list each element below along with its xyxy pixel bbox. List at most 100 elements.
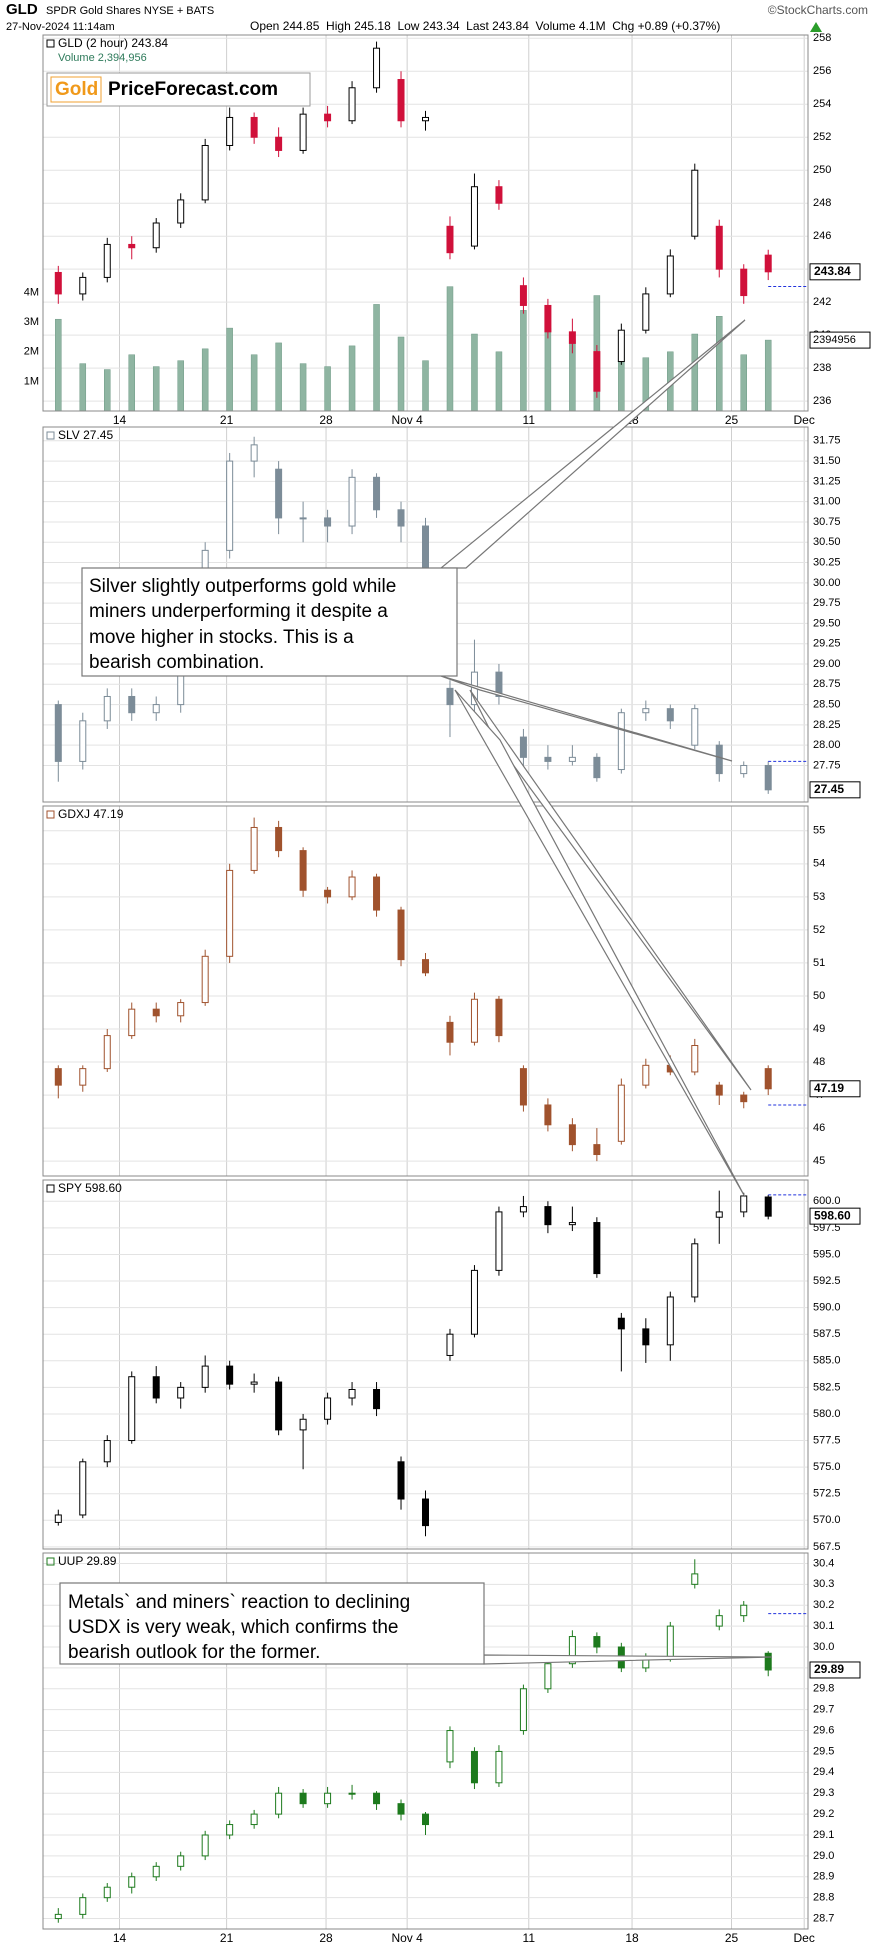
y-tick-label: 27.75 [813,759,841,771]
candle-body [201,1365,209,1388]
candle-body [177,1386,185,1399]
candle-body [324,889,332,898]
candle-body [275,468,283,519]
candle-body [250,1381,258,1385]
candle-body [617,1317,625,1330]
candle-body [593,1636,601,1648]
candle-body [544,756,552,762]
candle-body [250,444,258,462]
callout-text: miners underperforming it despite a [89,601,388,622]
candle-body [666,708,674,722]
last-value: 47.19 [814,1081,844,1095]
candle-body [250,1813,258,1826]
y-tick-label: 31.50 [813,455,841,467]
candle-body [740,1604,748,1617]
y-tick-label: 29.50 [813,617,841,629]
candle-body [544,1663,552,1690]
candle-body [422,1498,429,1527]
y-tick-label: 29.1 [813,1829,834,1841]
candle-body [152,704,160,714]
volume-bar [495,351,503,412]
y-tick-label: 31.25 [813,475,841,487]
volume-tick-label: 3M [24,316,39,328]
candle-body [446,225,454,254]
y-tick-label: 31.00 [813,496,841,508]
callout-text: Silver slightly outperforms gold while [89,576,396,597]
callout-pointer [440,675,733,762]
candle-body [544,304,552,333]
volume-bar [422,360,429,412]
y-tick-label: 30.00 [813,577,841,589]
candle-body [519,1206,527,1213]
legend: GDXJ 47.19 [58,807,124,821]
last-value: 598.60 [814,1208,851,1222]
y-tick-label: 236 [813,395,831,407]
legend-icon [46,1184,55,1193]
candle-body [128,243,136,249]
candle-body [373,1388,381,1410]
y-tick-label: 258 [813,32,831,44]
y-tick-label: 592.5 [813,1275,841,1287]
y-tick-label: 29.00 [813,658,841,670]
candle-body [764,1652,772,1671]
candle-body [250,826,258,871]
candle-body [642,293,650,331]
y-tick-label: 28.7 [813,1912,834,1924]
candle-body [373,476,381,511]
candle-body [446,687,454,706]
y-tick-label: 30.1 [813,1620,834,1632]
legend-icon [46,39,55,48]
legend-icon [46,431,55,440]
candle-body [495,1211,503,1271]
candle-body [422,116,429,122]
y-tick-label: 597.5 [813,1222,841,1234]
y-tick-label: 30.75 [813,516,841,528]
volume-bar [152,366,160,412]
panel-frame [42,426,809,803]
x-tick-label: 28 [319,413,333,427]
candle-body [348,1792,356,1795]
volume-bar [397,336,405,412]
y-tick-label: 595.0 [813,1248,841,1260]
candle-body [299,517,307,520]
candle-body [226,460,234,551]
y-tick-label: 29.2 [813,1808,834,1820]
candle-body [348,1388,356,1399]
callout-text: Metals` and miners` reaction to declinin… [68,1592,410,1613]
candle-body [226,1824,234,1836]
volume-bar [275,342,282,412]
volume-last-box [809,331,871,349]
x-tick-label: 25 [725,1931,739,1945]
candle-body [568,1636,576,1665]
y-tick-label: 242 [813,296,831,308]
candle-body [103,695,111,722]
candle-body [201,955,209,1004]
volume-bar [740,354,747,412]
candle-body [397,79,405,122]
candle-body [397,509,405,527]
date: 27-Nov-2024 11:14am [6,21,115,33]
x-tick-label: Dec [794,1931,815,1945]
candle-body [593,756,601,779]
x-tick-label: Nov 4 [391,1931,423,1945]
volume-legend: Volume 2,394,956 [58,52,147,64]
callout-pointer [454,689,746,1198]
last-value-box [809,1207,861,1225]
candle-body [103,1035,111,1070]
volume-bar [226,327,233,412]
candle-body [691,1243,699,1298]
legend: UUP 29.89 [58,1554,117,1568]
candle-body [617,329,625,363]
candle-body [348,87,356,122]
candle-body [226,1365,234,1385]
y-tick-label: 50 [813,990,825,1002]
candle-body [470,186,478,247]
candle-body [495,998,503,1037]
candle-body [152,1865,160,1878]
candle-body [54,1068,62,1086]
candle-body [324,517,332,527]
panel-frame [42,805,809,1177]
candle-body [740,268,748,297]
y-tick-label: 45 [813,1155,825,1167]
